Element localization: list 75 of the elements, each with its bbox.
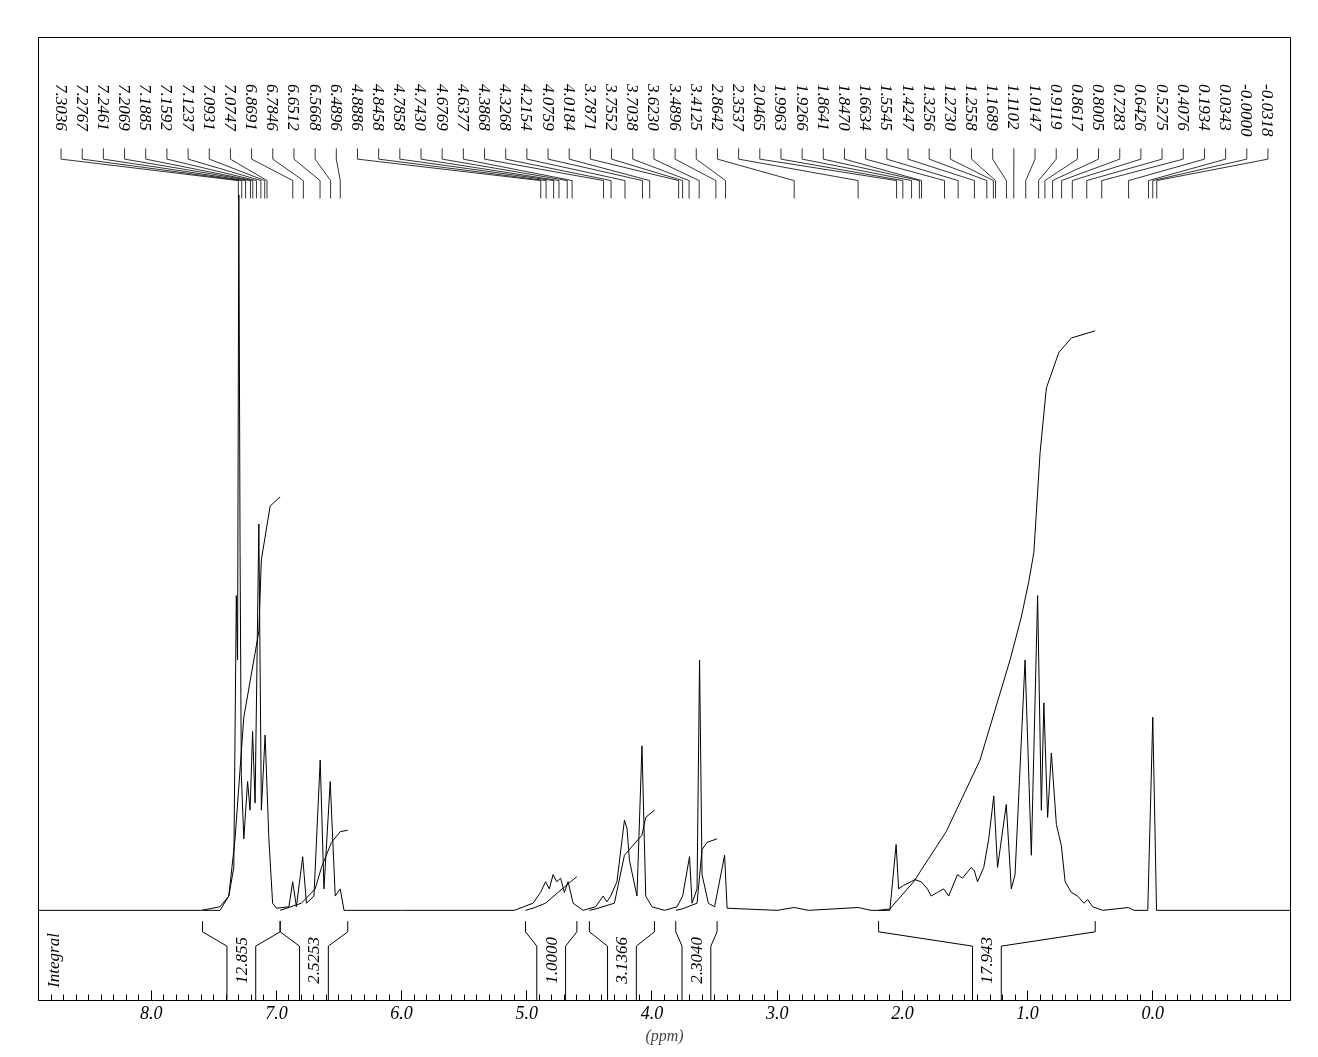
annotation: 3.4125 <box>686 83 706 131</box>
text: 2.5253 <box>304 937 324 984</box>
annotation: 0.9119 <box>1046 84 1066 130</box>
annotation: 6.4896 <box>326 84 346 132</box>
annotation: 2.0465 <box>750 84 770 131</box>
annotation: 6.8691 <box>242 84 262 131</box>
annotation: 1.2558 <box>962 84 982 132</box>
annotation: 4.2154 <box>517 84 537 132</box>
x-tick-label: 3.0 <box>764 1002 789 1023</box>
x-tick-label: 2.0 <box>891 1002 914 1023</box>
annotation: 7.1237 <box>178 84 198 133</box>
annotation: 7.2069 <box>115 84 135 132</box>
annotation: 4.0184 <box>559 84 579 132</box>
annotation: 0.7283 <box>1110 84 1130 131</box>
x-tick-label: 4.0 <box>640 1002 664 1023</box>
annotation: 0.4076 <box>1173 84 1193 132</box>
x-tick-label: 1.0 <box>1016 1002 1039 1023</box>
annotation: 3.7038 <box>623 83 643 132</box>
annotation: 0.6426 <box>1131 84 1151 132</box>
x-tick-label: 6.0 <box>390 1002 413 1023</box>
annotation: 7.0931 <box>199 84 219 131</box>
annotation: 6.5668 <box>305 84 325 132</box>
x-tick-label: 7.0 <box>265 1002 288 1023</box>
annotation: 7.0747 <box>220 84 240 133</box>
x-tick-label: 8.0 <box>139 1002 163 1023</box>
annotation: 6.6512 <box>284 84 304 132</box>
annotation: 2.8642 <box>707 84 727 132</box>
annotation: 7.2461 <box>93 84 113 131</box>
annotation: 0.1934 <box>1194 84 1214 132</box>
annotation: 7.3036 <box>51 84 71 132</box>
annotation: 1.5545 <box>877 84 897 131</box>
annotation: 3.7552 <box>602 83 622 132</box>
text: 1.0000 <box>541 936 561 984</box>
annotation: 4.6377 <box>453 84 473 133</box>
annotation: 7.1885 <box>136 84 156 131</box>
annotation: 4.7858 <box>390 84 410 132</box>
annotation: 1.1102 <box>1004 84 1024 130</box>
annotation: 1.8641 <box>813 84 833 131</box>
annotation: 4.0759 <box>538 84 558 132</box>
annotation: 4.6769 <box>432 84 452 132</box>
annotation: 3.7871 <box>580 83 600 131</box>
annotation: 0.5275 <box>1152 84 1172 131</box>
annotation: 0.0343 <box>1216 84 1236 131</box>
text: 3.1366 <box>612 936 632 985</box>
annotation: 7.2767 <box>72 84 92 133</box>
annotation: 2.3537 <box>729 84 749 133</box>
annotation: 1.1689 <box>983 84 1003 132</box>
annotation: 4.7430 <box>411 84 431 132</box>
annotation: 1.3256 <box>919 84 939 132</box>
annotation: 4.8886 <box>347 84 367 132</box>
annotation: 1.6634 <box>856 84 876 132</box>
annotation: 1.8470 <box>834 84 854 132</box>
annotation: -0.0000 <box>1237 84 1257 137</box>
annotation: 6.7846 <box>263 84 283 132</box>
annotation: 3.4896 <box>665 83 685 132</box>
text: Integral <box>44 932 64 989</box>
annotation: -0.0318 <box>1258 84 1278 137</box>
text: 12.855 <box>231 937 251 984</box>
annotation: 4.3268 <box>496 84 516 132</box>
x-tick-label: 5.0 <box>515 1002 539 1023</box>
text: 17.943 <box>977 937 997 984</box>
annotation: 1.0147 <box>1025 84 1045 133</box>
annotation: 0.8617 <box>1067 84 1087 133</box>
annotation: 4.8458 <box>369 84 389 132</box>
annotation: 3.6230 <box>644 83 664 132</box>
annotation: 1.2730 <box>940 84 960 132</box>
annotation: 1.4247 <box>898 84 918 133</box>
annotation: 1.9266 <box>792 84 812 132</box>
text: 2.3040 <box>686 936 706 984</box>
annotation: 4.3868 <box>475 84 495 132</box>
x-tick-label: 0.0 <box>1141 1002 1165 1023</box>
x-axis-title: (ppm) <box>645 1026 684 1045</box>
annotation: 1.9963 <box>771 84 791 131</box>
annotation: 0.8005 <box>1089 84 1109 131</box>
annotation: 7.1592 <box>157 84 177 132</box>
